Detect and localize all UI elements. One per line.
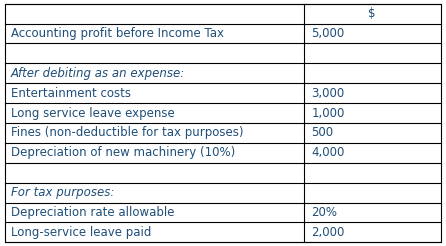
Text: Long-service leave paid: Long-service leave paid [11, 226, 151, 239]
Text: 2,000: 2,000 [312, 226, 345, 239]
Text: Accounting profit before Income Tax: Accounting profit before Income Tax [11, 27, 224, 40]
Text: After debiting as an expense:: After debiting as an expense: [11, 67, 185, 80]
Text: Fines (non-deductible for tax purposes): Fines (non-deductible for tax purposes) [11, 126, 243, 139]
Text: 1,000: 1,000 [312, 107, 345, 120]
Text: For tax purposes:: For tax purposes: [11, 186, 114, 199]
Text: $: $ [368, 7, 376, 20]
Text: 5,000: 5,000 [312, 27, 345, 40]
Text: 4,000: 4,000 [312, 146, 345, 159]
Text: 500: 500 [312, 126, 334, 139]
Text: 3,000: 3,000 [312, 87, 345, 100]
Text: Long service leave expense: Long service leave expense [11, 107, 174, 120]
Text: Entertainment costs: Entertainment costs [11, 87, 131, 100]
Text: Depreciation of new machinery (10%): Depreciation of new machinery (10%) [11, 146, 235, 159]
Text: 20%: 20% [312, 206, 338, 219]
Text: Depreciation rate allowable: Depreciation rate allowable [11, 206, 174, 219]
